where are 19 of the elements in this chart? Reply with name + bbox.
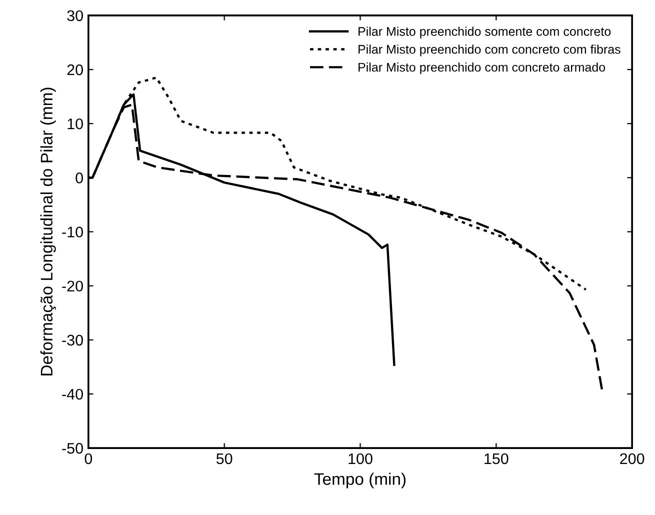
y-tick-label: 10	[68, 118, 83, 130]
x-tick-label: 50	[216, 453, 232, 464]
y-tick-label: -40	[62, 388, 83, 400]
legend-label: Pilar Misto preenchido somente com concreto	[358, 26, 611, 38]
x-tick-label: 150	[484, 453, 508, 464]
legend-label: Pilar Misto preenchido com concreto com fibras	[358, 44, 620, 56]
x-tick-label: 200	[620, 453, 644, 464]
x-tick-label: 0	[84, 453, 92, 464]
y-tick-label: 0	[76, 172, 83, 184]
x-tick-label: 100	[348, 453, 372, 464]
legend-label: Pilar Misto preenchido com concreto armado	[358, 62, 606, 74]
y-axis-title: Deformação Longitudinal do Pilar (mm)	[40, 88, 56, 376]
y-tick-label: 30	[67, 10, 83, 22]
x-axis-title: Tempo (min)	[314, 472, 406, 488]
y-tick-label: -30	[62, 334, 83, 346]
y-tick-label: -10	[62, 226, 83, 238]
y-tick-label: -20	[62, 280, 83, 292]
y-tick-label: -50	[62, 442, 83, 454]
y-tick-label: 20	[67, 64, 83, 76]
